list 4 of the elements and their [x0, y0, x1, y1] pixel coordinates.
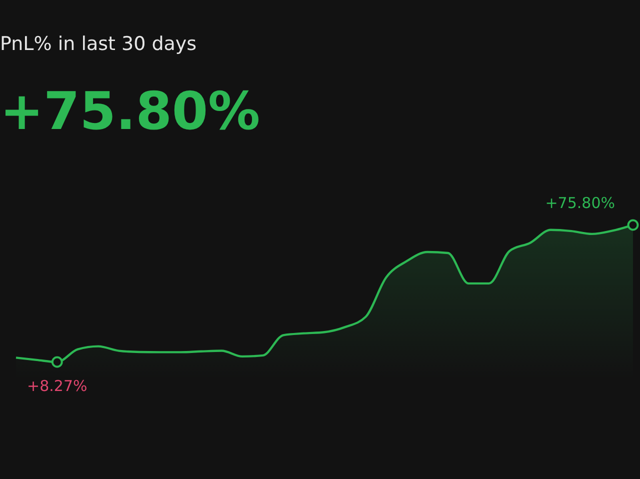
data-label: +8.27%: [27, 377, 88, 395]
chart-title: PnL% in last 30 days: [0, 33, 197, 55]
chart-subtitle: +75.80%: [0, 82, 260, 142]
data-label: +75.80%: [545, 194, 615, 212]
